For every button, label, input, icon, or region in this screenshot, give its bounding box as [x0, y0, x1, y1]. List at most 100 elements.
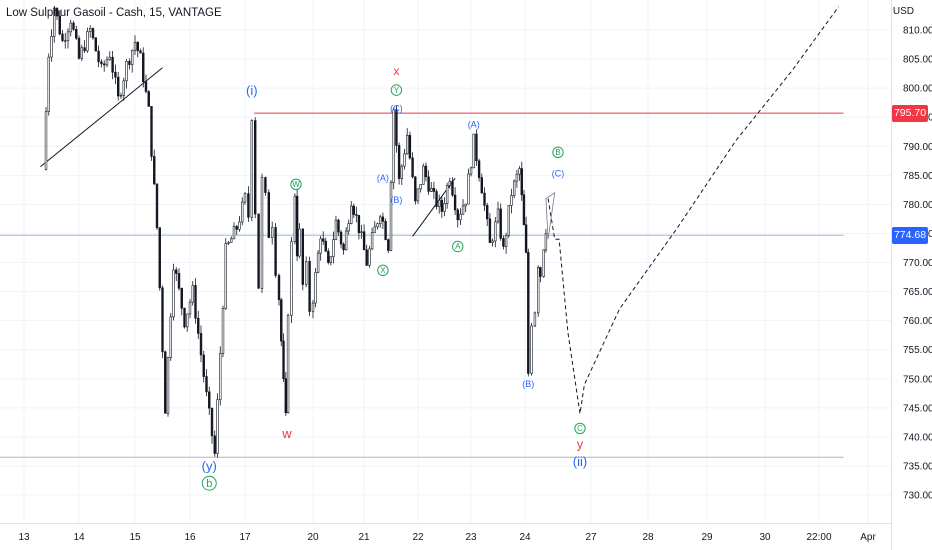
candle: [117, 71, 120, 101]
candle-body: [499, 208, 502, 239]
candle-body: [290, 241, 293, 316]
horizontal-levels: [0, 112, 844, 458]
candle-body: [277, 275, 281, 301]
candle-body: [205, 376, 208, 393]
candle: [260, 173, 264, 293]
candle: [298, 223, 301, 259]
candle: [544, 228, 548, 253]
candle-body: [117, 76, 120, 97]
candle-body: [175, 269, 178, 274]
candle: [485, 202, 489, 227]
candle: [213, 430, 216, 457]
wave-label: (B): [390, 195, 402, 205]
candle: [472, 133, 475, 169]
candle: [241, 197, 244, 226]
candle: [515, 169, 519, 188]
candle-body: [89, 28, 92, 32]
candle-body: [491, 240, 494, 243]
candle: [103, 60, 106, 72]
candle: [286, 313, 290, 414]
candle: [61, 30, 64, 43]
candle-body: [280, 299, 283, 342]
wave-projection[interactable]: [545, 6, 840, 414]
candle: [483, 187, 486, 211]
wave-label-circle: [452, 240, 464, 253]
candle-body: [432, 187, 436, 192]
candle: [277, 273, 281, 306]
x-tick-label: 13: [18, 532, 30, 543]
candle: [247, 186, 250, 222]
candle: [459, 208, 462, 225]
candle-body: [480, 177, 483, 194]
trendline: [40, 67, 163, 167]
wave-label-text: (ii): [573, 454, 587, 469]
candle-body: [131, 49, 134, 65]
candle: [524, 216, 528, 254]
candle-body: [136, 41, 139, 52]
candle: [169, 312, 172, 361]
candle-body: [147, 91, 150, 107]
candle-body: [408, 134, 412, 159]
candle-body: [308, 261, 311, 312]
candle-body: [427, 176, 430, 192]
candle-body: [327, 250, 330, 263]
candle: [527, 248, 530, 377]
wave-label-text: W: [292, 180, 300, 189]
wave-label-text: (A): [377, 173, 389, 183]
candle-body: [405, 134, 409, 155]
y-tick-label: 810.00: [903, 26, 932, 37]
candle: [432, 181, 436, 200]
chart-title: Low Sulphur Gasoil - Cash, 15, VANTAGE: [6, 7, 222, 19]
candle: [94, 37, 98, 52]
candle-body: [183, 307, 186, 328]
candle-body: [319, 238, 322, 254]
candle-body: [360, 231, 363, 233]
wave-label: (A): [468, 120, 480, 130]
x-tick-label: Apr: [860, 532, 876, 543]
candle: [414, 176, 417, 205]
wave-label-text: B: [555, 148, 560, 157]
candle-body: [453, 194, 457, 211]
candle-body: [191, 285, 194, 303]
candle: [224, 238, 227, 310]
price-axis[interactable]: 810.00805.00800.00795.00790.00785.00780.…: [891, 0, 932, 550]
time-axis[interactable]: 13 14 15 16 17 20 21 22 23 24 27 28 29 30 22:00 Apr: [0, 523, 891, 544]
candle: [44, 106, 48, 171]
candle-body: [539, 267, 542, 277]
candle: [319, 235, 322, 261]
candle: [350, 201, 353, 225]
candle: [150, 106, 153, 161]
wave-label: (A): [377, 173, 389, 183]
candle-body: [286, 314, 290, 413]
candle-body: [477, 160, 481, 178]
wave-label-circle: [377, 264, 389, 277]
candle: [491, 238, 494, 247]
candle-body: [254, 120, 257, 215]
candle-body: [122, 80, 126, 96]
candle: [311, 299, 315, 319]
candle: [329, 256, 333, 266]
candle: [327, 248, 330, 265]
x-tick-label: 16: [184, 532, 196, 543]
x-tick-label: 27: [585, 532, 597, 543]
y-tick-label: 750.00: [903, 374, 932, 385]
candle: [510, 188, 513, 214]
candle: [50, 29, 53, 62]
candle: [125, 59, 128, 89]
candle: [448, 177, 451, 189]
candle-body: [298, 228, 301, 257]
candle: [295, 188, 299, 262]
candle-body: [518, 168, 521, 175]
candle-body: [230, 238, 233, 243]
candle-body: [464, 203, 467, 207]
candle: [119, 92, 123, 99]
candle: [284, 372, 287, 417]
candle: [539, 266, 542, 283]
candle: [254, 117, 257, 219]
candle: [131, 49, 134, 73]
candle-body: [443, 203, 446, 212]
candle-body: [91, 28, 95, 39]
candle-body: [536, 267, 540, 314]
candle-body: [284, 378, 287, 413]
